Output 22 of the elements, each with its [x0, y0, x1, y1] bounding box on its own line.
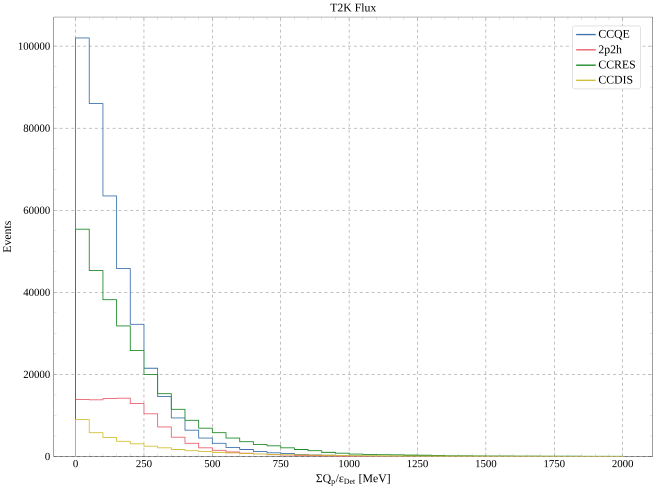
y-tick-label: 40000 — [23, 288, 50, 296]
legend-label: CCDIS — [598, 76, 632, 84]
x-tick-label: 0 — [73, 460, 78, 468]
x-tick-label: 750 — [273, 460, 288, 468]
y-axis-title: Events — [3, 221, 12, 252]
legend-label: CCQE — [598, 30, 630, 40]
x-axis-title: ΣQ$_{p}$/ε$_{Det}$ [MeV] — [316, 474, 390, 486]
x-tick-label: 2000 — [612, 460, 634, 468]
y-tick-label: 0 — [45, 452, 50, 460]
x-tick-label: 1250 — [408, 460, 428, 468]
x-tick-label: 500 — [204, 460, 220, 468]
x-tick-label: 1500 — [476, 460, 496, 468]
chart-title: T2K Flux — [330, 3, 376, 12]
x-tick-label: 1750 — [544, 460, 565, 468]
legend-label: 2p2h — [598, 45, 622, 56]
legend-label: CCRES — [598, 60, 635, 69]
y-tick-label: 100000 — [18, 42, 50, 50]
y-tick-label: 80000 — [24, 124, 50, 132]
y-tick-label: 20000 — [24, 370, 50, 378]
x-tick-label: 1000 — [339, 460, 360, 468]
x-tick-label: 250 — [136, 460, 152, 468]
y-tick-label: 60000 — [24, 206, 50, 214]
